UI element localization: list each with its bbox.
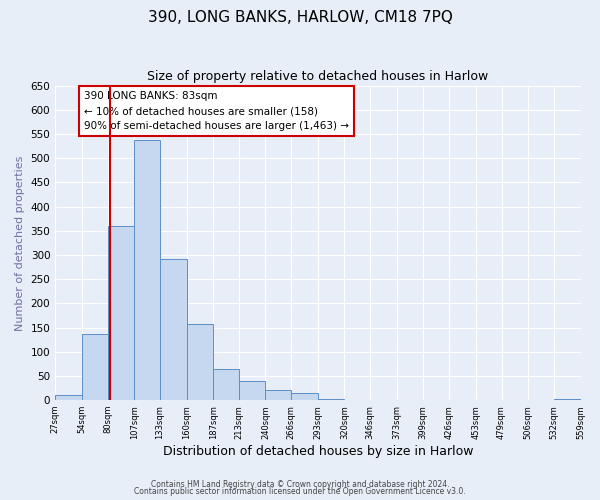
Y-axis label: Number of detached properties: Number of detached properties: [15, 155, 25, 330]
Text: 390 LONG BANKS: 83sqm
← 10% of detached houses are smaller (158)
90% of semi-det: 390 LONG BANKS: 83sqm ← 10% of detached …: [84, 92, 349, 131]
Bar: [213, 368, 239, 400]
Bar: [55, 395, 82, 400]
Bar: [160, 260, 187, 400]
Bar: [239, 380, 265, 400]
Text: Contains public sector information licensed under the Open Government Licence v3: Contains public sector information licen…: [134, 487, 466, 496]
X-axis label: Distribution of detached houses by size in Harlow: Distribution of detached houses by size …: [163, 444, 473, 458]
Bar: [554, 399, 581, 400]
Bar: [134, 140, 160, 400]
Bar: [318, 398, 344, 400]
Text: 390, LONG BANKS, HARLOW, CM18 7PQ: 390, LONG BANKS, HARLOW, CM18 7PQ: [148, 10, 452, 25]
Text: Contains HM Land Registry data © Crown copyright and database right 2024.: Contains HM Land Registry data © Crown c…: [151, 480, 449, 489]
Bar: [265, 390, 291, 400]
Bar: [291, 393, 318, 400]
Bar: [82, 334, 107, 400]
Bar: [107, 226, 134, 400]
Title: Size of property relative to detached houses in Harlow: Size of property relative to detached ho…: [147, 70, 488, 83]
Bar: [187, 324, 213, 400]
